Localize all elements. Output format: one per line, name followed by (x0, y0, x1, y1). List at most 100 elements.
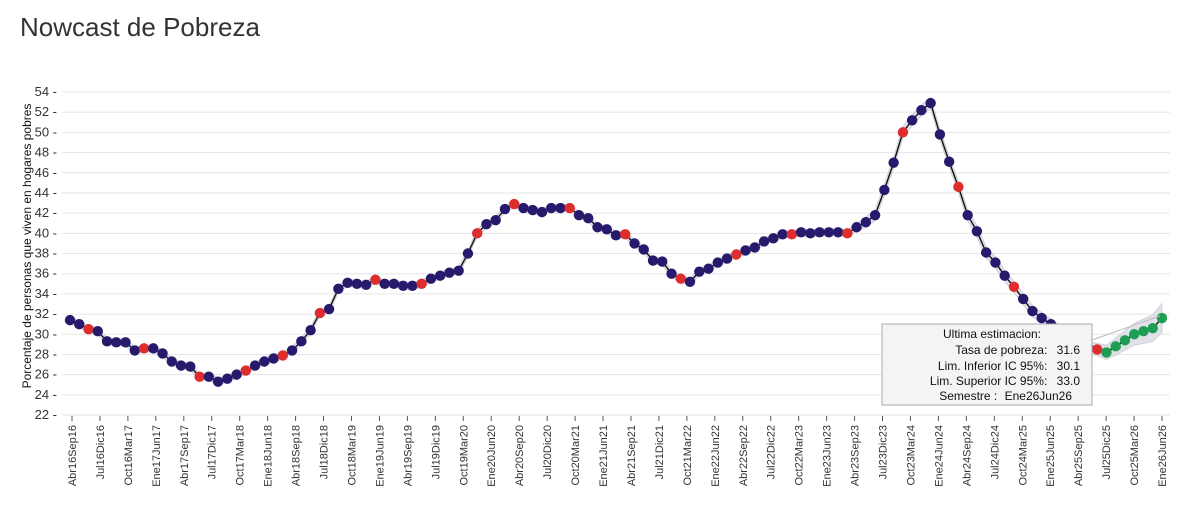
data-point[interactable] (536, 206, 548, 218)
data-point[interactable] (212, 376, 224, 387)
data-point[interactable] (518, 202, 529, 214)
data-point[interactable] (805, 228, 816, 239)
data-point[interactable] (314, 307, 326, 319)
data-point[interactable] (1147, 322, 1158, 334)
data-point[interactable] (758, 236, 770, 247)
data-point[interactable] (185, 361, 196, 372)
data-point[interactable] (1129, 329, 1140, 340)
data-point[interactable] (120, 337, 131, 348)
data-point[interactable] (777, 229, 788, 240)
data-point[interactable] (703, 263, 714, 274)
data-point[interactable] (175, 360, 187, 371)
data-point[interactable] (527, 204, 538, 216)
data-point[interactable] (546, 202, 557, 214)
data-point[interactable] (342, 277, 353, 288)
data-point[interactable] (1119, 335, 1131, 346)
data-point[interactable] (906, 115, 918, 126)
data-point[interactable] (259, 356, 270, 367)
data-point[interactable] (879, 184, 890, 196)
data-point[interactable] (1017, 293, 1029, 305)
data-point[interactable] (962, 209, 973, 221)
data-point[interactable] (657, 256, 668, 267)
data-point[interactable] (1138, 326, 1149, 337)
data-point[interactable] (555, 202, 566, 214)
data-point[interactable] (296, 336, 307, 347)
data-point[interactable] (786, 229, 798, 240)
data-point[interactable] (1008, 281, 1020, 293)
data-point[interactable] (916, 104, 927, 116)
data-point[interactable] (620, 229, 631, 240)
data-point[interactable] (990, 257, 1001, 268)
data-point[interactable] (851, 222, 862, 233)
data-point[interactable] (934, 129, 946, 140)
data-point[interactable] (101, 336, 113, 347)
data-point[interactable] (647, 255, 659, 266)
data-point[interactable] (1092, 344, 1103, 355)
data-point[interactable] (379, 278, 390, 289)
data-point[interactable] (194, 371, 205, 382)
data-point[interactable] (434, 270, 446, 281)
data-point[interactable] (388, 278, 400, 289)
data-point[interactable] (499, 203, 511, 215)
data-point[interactable] (222, 373, 233, 384)
data-point[interactable] (333, 283, 344, 295)
data-point[interactable] (823, 227, 835, 238)
data-point[interactable] (573, 209, 585, 221)
data-point[interactable] (601, 224, 612, 235)
data-point[interactable] (64, 314, 76, 326)
data-point[interactable] (684, 276, 696, 287)
data-point[interactable] (749, 242, 761, 253)
data-point[interactable] (138, 343, 150, 354)
data-point[interactable] (592, 222, 603, 233)
data-point[interactable] (925, 97, 936, 109)
data-point[interactable] (425, 273, 437, 284)
data-point[interactable] (286, 345, 298, 356)
data-point[interactable] (92, 326, 103, 337)
data-point[interactable] (1027, 305, 1038, 317)
data-point[interactable] (564, 202, 575, 214)
data-point[interactable] (971, 226, 983, 237)
data-point[interactable] (675, 273, 686, 284)
data-point[interactable] (231, 369, 242, 380)
data-point[interactable] (694, 266, 705, 277)
data-point[interactable] (1101, 347, 1112, 358)
data-point[interactable] (583, 212, 594, 224)
data-point[interactable] (166, 356, 177, 367)
data-point[interactable] (490, 214, 501, 226)
data-point[interactable] (462, 248, 474, 259)
data-point[interactable] (268, 353, 279, 364)
data-point[interactable] (148, 343, 159, 354)
data-point[interactable] (832, 227, 844, 238)
data-point[interactable] (83, 324, 94, 335)
data-point[interactable] (795, 227, 807, 238)
data-point[interactable] (453, 265, 464, 276)
data-point[interactable] (1110, 341, 1121, 352)
data-point[interactable] (638, 244, 649, 255)
data-point[interactable] (129, 345, 140, 356)
data-point[interactable] (157, 348, 168, 359)
data-point[interactable] (277, 350, 289, 361)
data-point[interactable] (323, 303, 335, 315)
data-point[interactable] (842, 228, 853, 239)
data-point[interactable] (980, 247, 992, 258)
data-point[interactable] (768, 233, 779, 244)
data-point[interactable] (860, 217, 872, 228)
data-point[interactable] (351, 278, 363, 289)
data-point[interactable] (305, 325, 316, 336)
data-point[interactable] (111, 337, 122, 348)
data-point[interactable] (953, 181, 964, 193)
data-point[interactable] (370, 274, 381, 285)
data-point[interactable] (416, 278, 427, 289)
data-point[interactable] (610, 230, 622, 241)
data-point[interactable] (869, 209, 881, 221)
data-point[interactable] (407, 280, 418, 291)
data-point[interactable] (888, 157, 899, 168)
data-point[interactable] (397, 280, 409, 291)
data-point[interactable] (74, 318, 85, 330)
data-point[interactable] (203, 371, 215, 382)
data-point[interactable] (629, 238, 640, 249)
data-point[interactable] (471, 228, 483, 239)
data-point[interactable] (897, 127, 909, 138)
data-point[interactable] (1156, 312, 1168, 324)
data-point[interactable] (731, 249, 742, 260)
